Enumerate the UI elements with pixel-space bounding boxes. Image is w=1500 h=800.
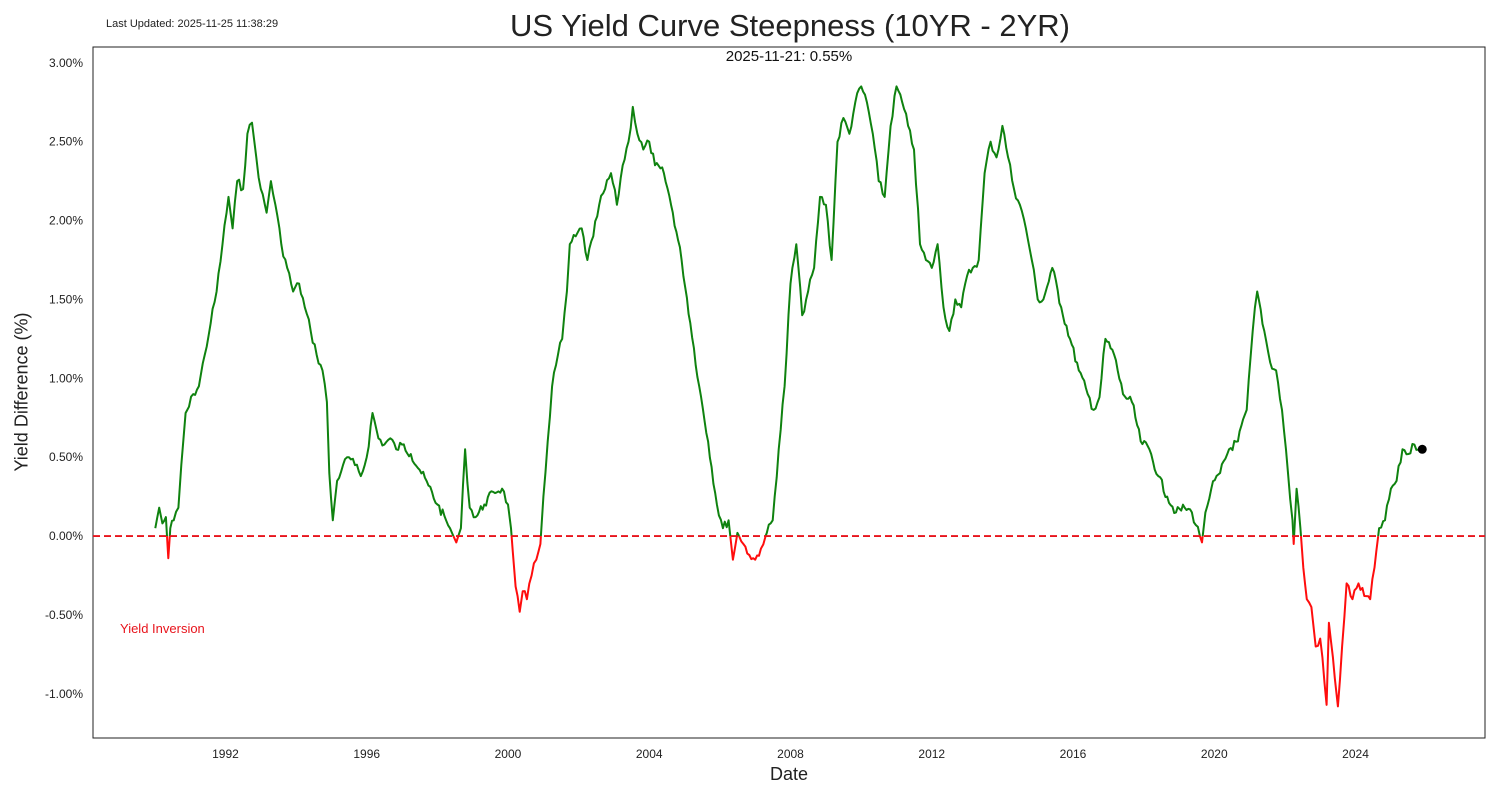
x-tick-label: 2012 [918,747,945,761]
inverted-spread-segment [452,535,460,544]
positive-spread-segment [539,105,732,537]
latest-value-annotation: 2025-11-21: 0.55% [725,48,853,65]
chart-title: US Yield Curve Steepness (10YR - 2YR) [510,8,1070,43]
inverted-spread-segment [1300,535,1380,708]
y-tick-label: 0.50% [49,450,83,464]
inverted-spread-segment [510,536,542,613]
positive-spread-segment [1293,487,1302,537]
y-axis-label: Yield Difference (%) [11,312,32,472]
positive-spread-segment [168,121,455,537]
y-tick-label: -0.50% [45,608,83,622]
plot-frame [92,46,1486,739]
positive-spread-segment [1377,443,1424,537]
y-tick-label: -1.00% [45,687,83,701]
x-tick-label: 1996 [353,747,380,761]
x-tick-label: 2016 [1060,747,1087,761]
x-tick-label: 2004 [636,747,663,761]
inverted-spread-segment [1198,535,1204,544]
y-tick-label: 2.50% [49,135,83,149]
x-tick-label: 2024 [1342,747,1369,761]
y-tick-label: 0.00% [49,529,83,543]
x-tick-label: 2000 [495,747,522,761]
inverted-spread-segment [166,536,171,560]
y-tick-label: 3.00% [49,56,83,70]
inverted-spread-segment [1292,536,1296,545]
x-tick-label: 2020 [1201,747,1228,761]
x-tick-label: 1992 [212,747,239,761]
y-tick-label: 2.00% [49,214,83,228]
inverted-spread-segment [738,535,767,561]
x-axis-ticks: 1992 1996 2000 2004 2008 2012 2016 2020 2024 [212,747,1369,761]
y-tick-label: 1.00% [49,371,83,385]
x-tick-label: 2008 [777,747,804,761]
last-point-marker [1417,444,1427,454]
y-axis-ticks: 3.00% 2.50% 2.00% 1.50% 1.00% 0.50% 0.00% -0.50… [45,56,83,701]
positive-spread-segment [154,506,168,537]
x-axis-label: Date [769,764,809,784]
last-updated-text: Last Updated: 2025-11-25 11:38:29 [106,18,279,30]
y-tick-label: 1.50% [49,292,83,306]
positive-spread-segment [764,85,1201,537]
inverted-spread-segment [729,535,738,561]
yield-inversion-label: Yield Inversion [120,621,205,636]
positive-spread-segment [1201,290,1295,537]
spread-series [154,85,1424,708]
positive-spread-segment [735,531,740,537]
positive-spread-segment [457,448,513,537]
